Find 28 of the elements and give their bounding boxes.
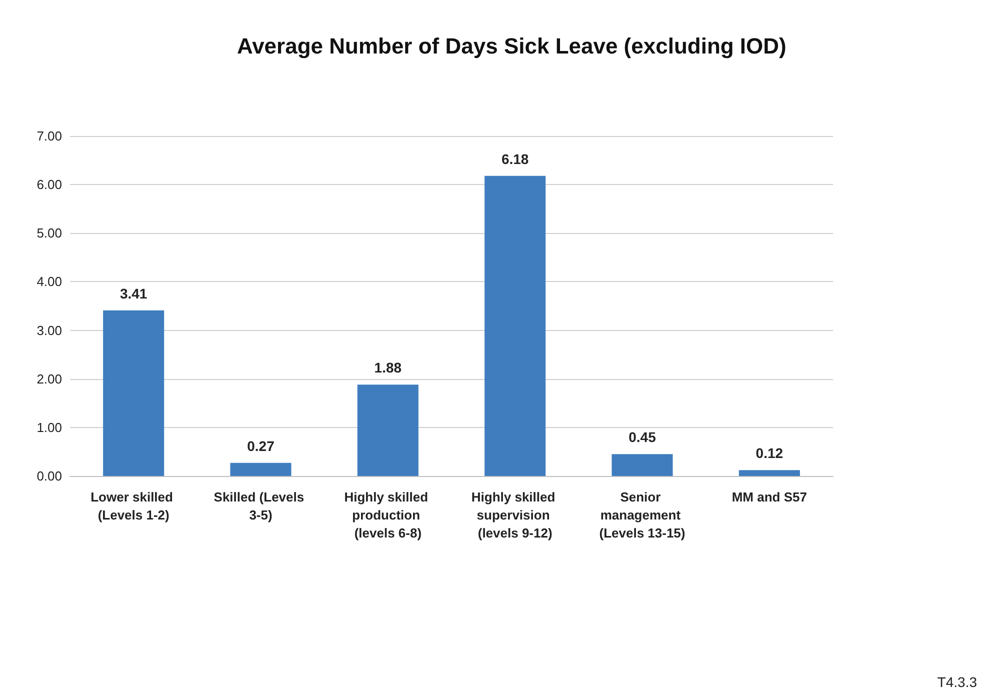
data-label: 0.12 [756,445,784,462]
data-label: 0.27 [247,438,275,454]
data-label: 0.45 [628,429,656,446]
bar [738,470,800,476]
x-tick-label: Senior management (Levels 13-15) [599,490,686,540]
bar [230,462,292,476]
data-label: 1.88 [374,360,402,376]
bar [484,176,546,476]
x-tick-label: Lower skilled (Levels 1-2) [90,490,177,522]
y-tick-label: 4.00 [36,274,62,290]
bar [612,454,673,476]
y-tick-label: 0.00 [36,468,62,484]
x-tick-label: Highly skilled supervision (levels 9-12) [471,490,559,540]
data-label: 6.18 [501,150,529,167]
chart-title: Average Number of Days Sick Leave (excluding IOD) [237,34,786,58]
y-tick-label: 7.00 [36,128,62,144]
bar [357,384,418,476]
y-tick-label: 3.00 [36,322,62,338]
bar [103,310,164,476]
data-label: 3.41 [120,285,148,302]
x-tick-label: MM and S57 [732,490,807,504]
y-tick-label: 5.00 [36,226,62,241]
x-tick-label: Skilled (Levels 3-5) [214,490,308,522]
x-tick-label: Highly skilled production (levels 6-8) [344,490,432,540]
y-tick-label: 6.00 [36,177,62,192]
y-tick-label: 2.00 [36,371,62,386]
y-tick-label: 1.00 [36,420,62,435]
text: T4.3.3 [937,674,978,690]
